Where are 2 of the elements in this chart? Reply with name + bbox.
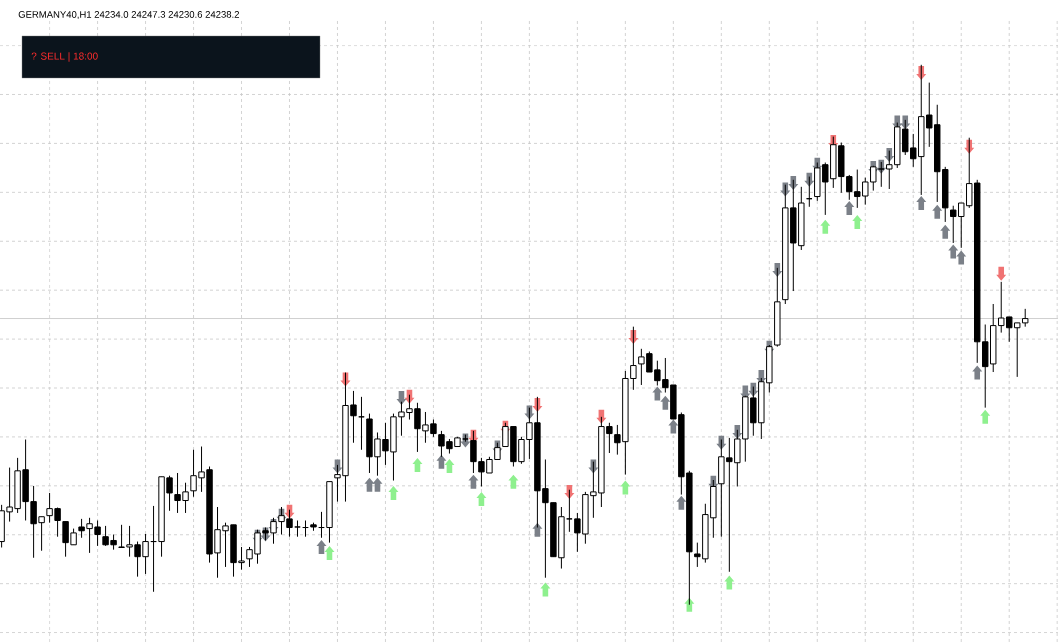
chart-title: GERMANY40,H1 24234.0 24247.3 24230.6 24238.2 <box>18 11 239 19</box>
text: ? SELL | 18:00 <box>31 52 98 62</box>
